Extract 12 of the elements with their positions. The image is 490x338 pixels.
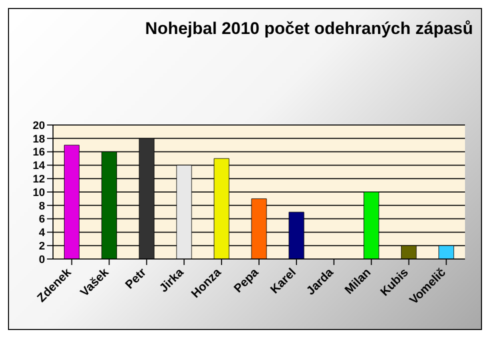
y-tick-label: 2 (38, 240, 45, 253)
y-tick-label: 12 (32, 174, 45, 186)
chart-title: Nohejbal 2010 počet odehraných zápasů (145, 19, 473, 39)
y-tick-label: 4 (38, 227, 46, 240)
y-tick-label: 6 (38, 214, 45, 226)
y-tick-label: 0 (38, 254, 45, 266)
y-tick-label: 18 (32, 133, 45, 146)
y-tick-label: 16 (32, 146, 45, 159)
y-tick-label: 8 (38, 200, 45, 212)
y-tick-label: 20 (32, 120, 45, 132)
y-tick-label: 14 (32, 160, 46, 172)
y-tick-label: 10 (32, 186, 45, 199)
